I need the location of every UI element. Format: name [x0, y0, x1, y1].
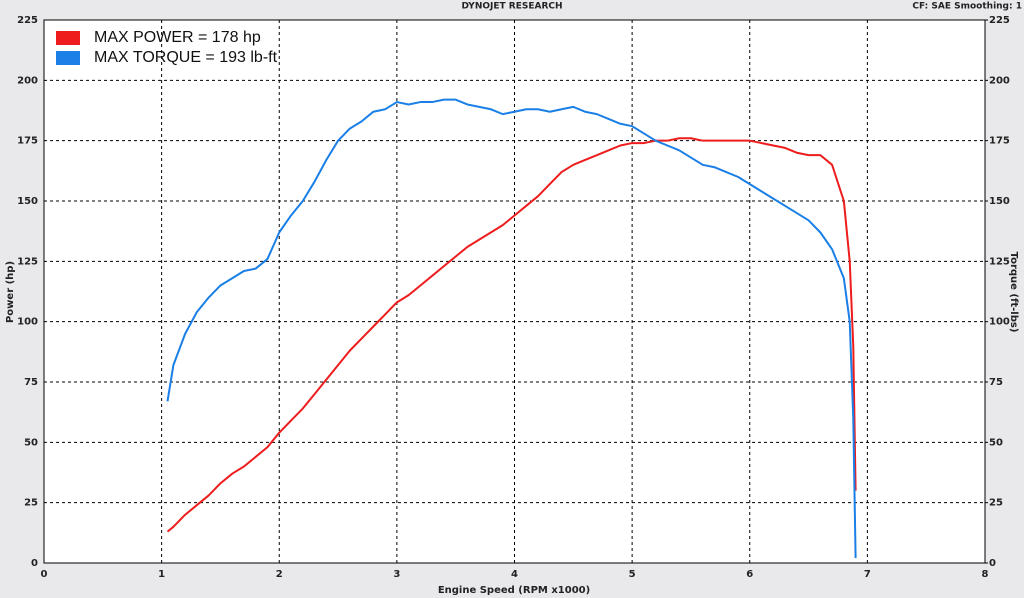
x-axis-label: Engine Speed (RPM x1000) — [438, 585, 590, 596]
chart-settings: CF: SAE Smoothing: 1 — [912, 2, 1022, 12]
y-tick-label: 175 — [17, 136, 38, 147]
y-tick-label: 200 — [17, 75, 38, 86]
y2-tick-label: 225 — [989, 15, 1010, 26]
y-tick-label: 125 — [17, 256, 38, 267]
chart-header: DYNOJET RESEARCH — [461, 2, 562, 12]
y-tick-label: 25 — [24, 498, 38, 509]
legend-swatch — [56, 31, 80, 45]
y2-tick-label: 25 — [989, 498, 1003, 509]
y-tick-label: 150 — [17, 196, 38, 207]
series-line — [166, 98, 857, 559]
x-tick-label: 8 — [982, 569, 989, 580]
y2-tick-label: 150 — [989, 196, 1010, 207]
x-tick-label: 5 — [629, 569, 636, 580]
y2-tick-label: 0 — [989, 558, 996, 569]
legend-text: MAX POWER = 178 hp — [94, 29, 261, 46]
y-tick-label: 0 — [31, 558, 38, 569]
y2-axis-label: Torque (ft-lbs) — [1008, 252, 1019, 333]
y2-tick-label: 125 — [989, 256, 1010, 267]
y-tick-label: 75 — [24, 377, 38, 388]
legend-text: MAX TORQUE = 193 lb-ft — [94, 49, 278, 66]
y2-tick-label: 175 — [989, 136, 1010, 147]
y-axis-label: Power (hp) — [5, 261, 16, 323]
legend-swatch — [56, 51, 80, 65]
y2-tick-label: 50 — [989, 437, 1003, 448]
y2-tick-label: 75 — [989, 377, 1003, 388]
x-tick-label: 1 — [158, 569, 165, 580]
x-tick-label: 6 — [746, 569, 753, 580]
y-tick-label: 50 — [24, 437, 38, 448]
x-tick-label: 3 — [393, 569, 400, 580]
x-tick-label: 4 — [511, 569, 518, 580]
x-tick-label: 2 — [276, 569, 283, 580]
series-line — [166, 137, 857, 533]
x-tick-label: 0 — [41, 569, 48, 580]
y2-tick-label: 100 — [989, 317, 1010, 328]
y2-tick-label: 200 — [989, 75, 1010, 86]
x-tick-label: 7 — [864, 569, 871, 580]
y-tick-label: 225 — [17, 15, 38, 26]
y-tick-label: 100 — [17, 317, 38, 328]
